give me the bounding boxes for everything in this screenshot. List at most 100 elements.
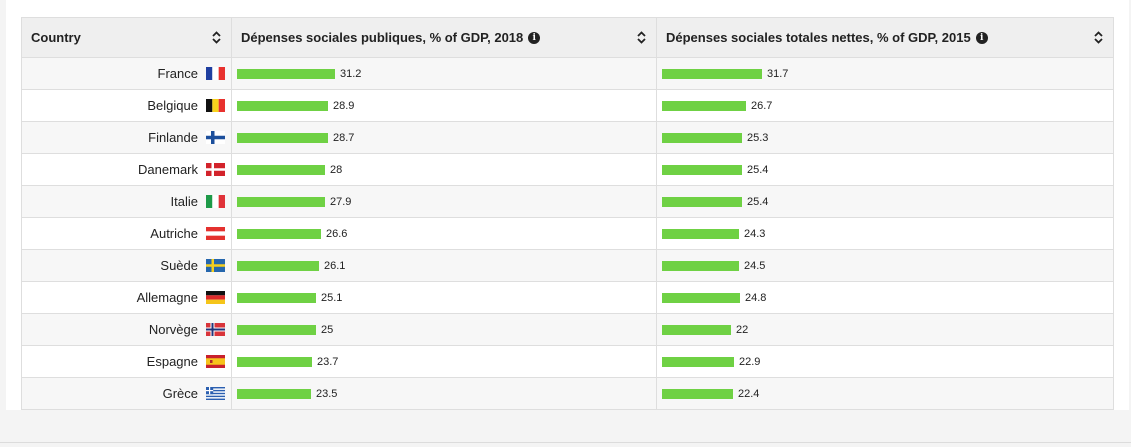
- net-spending-cell: 24.8: [656, 281, 1114, 314]
- table-row: Autriche 26.6 24.3: [21, 217, 1114, 250]
- column-header-label: Country: [31, 30, 81, 45]
- bar-value-label: 24.5: [744, 259, 766, 272]
- bar-value-label: 28.9: [333, 99, 355, 112]
- bar-wrap: 25.3: [662, 132, 1113, 144]
- bar: [237, 164, 325, 175]
- bar: [662, 324, 731, 335]
- bar-wrap: 23.5: [237, 388, 656, 400]
- net-spending-cell: 25.3: [656, 121, 1114, 154]
- country-cell: Autriche: [21, 217, 232, 250]
- public-spending-cell: 31.2: [231, 57, 657, 90]
- country-cell: Allemagne: [21, 281, 232, 314]
- es-flag-icon: [206, 355, 225, 368]
- bar: [237, 388, 311, 399]
- bar-wrap: 22.9: [662, 356, 1113, 368]
- public-spending-cell: 23.5: [231, 377, 657, 410]
- bar-value-label: 31.7: [767, 67, 789, 80]
- gr-flag-icon: [206, 387, 225, 400]
- country-cell-content: Italie: [171, 194, 225, 209]
- country-cell-content: Suède: [160, 258, 225, 273]
- bar-wrap: 25: [237, 324, 656, 336]
- bar: [662, 292, 740, 303]
- country-name: Allemagne: [136, 290, 198, 305]
- column-header-net-spending[interactable]: Dépenses sociales totales nettes, % of G…: [656, 17, 1114, 58]
- bar: [662, 100, 746, 111]
- country-cell: Italie: [21, 185, 232, 218]
- net-spending-cell: 22.4: [656, 377, 1114, 410]
- net-spending-cell: 22: [656, 313, 1114, 346]
- bar-wrap: 24.3: [662, 228, 1113, 240]
- sort-icon[interactable]: [1094, 31, 1103, 44]
- bar: [662, 356, 734, 367]
- it-flag-icon: [206, 195, 225, 208]
- table-row: Espagne 23.7 22.9: [21, 345, 1114, 378]
- bar-value-label: 25.3: [747, 131, 769, 144]
- bar-value-label: 23.7: [317, 355, 339, 368]
- bar: [237, 132, 328, 143]
- bar-value-label: 24.3: [744, 227, 766, 240]
- no-flag-icon: [206, 323, 225, 336]
- public-spending-cell: 23.7: [231, 345, 657, 378]
- bar-value-label: 22: [736, 323, 749, 336]
- bar-value-label: 31.2: [340, 67, 362, 80]
- country-name: Suède: [160, 258, 198, 273]
- column-header-public-spending[interactable]: Dépenses sociales publiques, % of GDP, 2…: [231, 17, 657, 58]
- bar-value-label: 25.4: [747, 195, 769, 208]
- public-spending-cell: 25: [231, 313, 657, 346]
- bar-wrap: 28: [237, 164, 656, 176]
- sort-icon[interactable]: [212, 31, 221, 44]
- bar: [662, 68, 762, 79]
- bar-wrap: 22: [662, 324, 1113, 336]
- country-cell-content: Autriche: [150, 226, 225, 241]
- public-spending-cell: 28.7: [231, 121, 657, 154]
- country-cell-content: Belgique: [147, 98, 225, 113]
- country-cell-content: Allemagne: [137, 290, 225, 305]
- public-spending-cell: 27.9: [231, 185, 657, 218]
- sort-icon[interactable]: [637, 31, 646, 44]
- country-name: Norvège: [148, 322, 198, 337]
- bar: [662, 388, 733, 399]
- column-header-label: Dépenses sociales publiques, % of GDP, 2…: [241, 30, 524, 45]
- country-cell-content: Norvège: [149, 322, 225, 337]
- bar-value-label: 25: [321, 323, 334, 336]
- column-header-label: Dépenses sociales totales nettes, % of G…: [666, 30, 971, 45]
- net-spending-cell: 22.9: [656, 345, 1114, 378]
- info-icon[interactable]: i: [528, 31, 541, 44]
- bar-value-label: 26.6: [326, 227, 348, 240]
- bar: [237, 100, 328, 111]
- bar-value-label: 25.4: [747, 163, 769, 176]
- table-header-row: Country Dépenses sociales publiques, % o…: [21, 17, 1114, 58]
- bar-wrap: 24.8: [662, 292, 1113, 304]
- se-flag-icon: [206, 259, 225, 272]
- be-flag-icon: [206, 99, 225, 112]
- bar-wrap: 26.1: [237, 260, 656, 272]
- net-spending-cell: 31.7: [656, 57, 1114, 90]
- net-spending-cell: 25.4: [656, 185, 1114, 218]
- table-row: Grèce 23.5 22.4: [21, 377, 1114, 410]
- country-name: France: [157, 66, 198, 81]
- fi-flag-icon: [206, 131, 225, 144]
- bar-wrap: 28.7: [237, 132, 656, 144]
- country-cell: France: [21, 57, 232, 90]
- public-spending-cell: 25.1: [231, 281, 657, 314]
- bar: [237, 196, 325, 207]
- bar-value-label: 22.9: [739, 355, 761, 368]
- country-cell: Grèce: [21, 377, 232, 410]
- table-row: Finlande 28.7 25.3: [21, 121, 1114, 154]
- country-cell-content: Espagne: [147, 354, 225, 369]
- bar-wrap: 26.6: [237, 228, 656, 240]
- bar: [237, 68, 335, 79]
- bar-value-label: 26.7: [751, 99, 773, 112]
- table-row: Belgique 28.9 26.7: [21, 89, 1114, 122]
- net-spending-cell: 24.5: [656, 249, 1114, 282]
- info-icon[interactable]: i: [975, 31, 988, 44]
- bar-value-label: 23.5: [316, 387, 338, 400]
- bar: [662, 228, 739, 239]
- country-name: Danemark: [138, 162, 198, 177]
- country-name: Belgique: [147, 98, 198, 113]
- table-row: Danemark 28 25.4: [21, 153, 1114, 186]
- divider: [0, 442, 1131, 443]
- bar-value-label: 27.9: [330, 195, 352, 208]
- bar-wrap: 22.4: [662, 388, 1113, 400]
- column-header-country[interactable]: Country: [21, 17, 232, 58]
